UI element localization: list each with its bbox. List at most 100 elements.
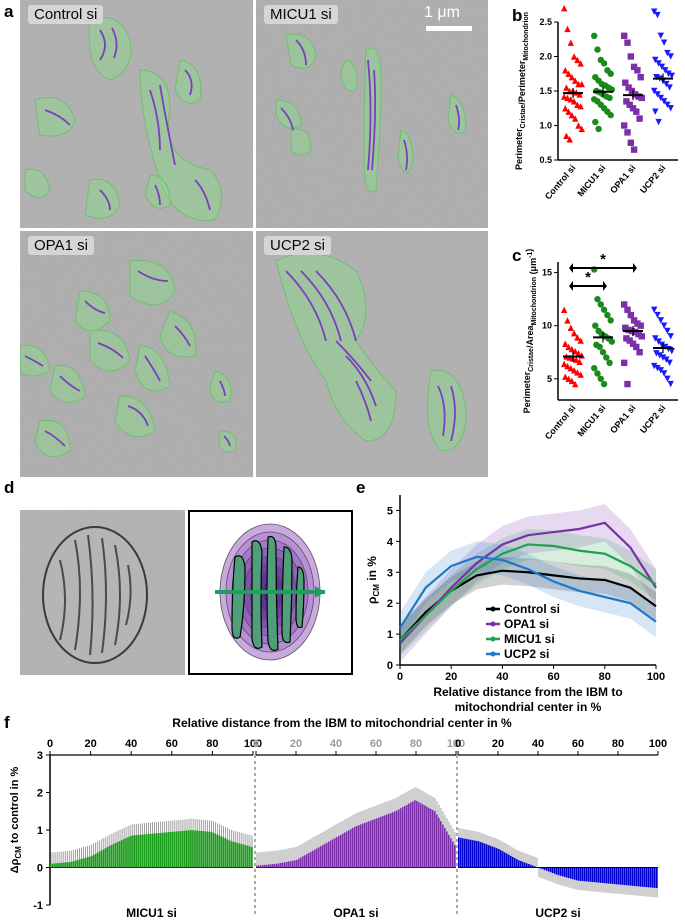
x-tick-label: 0 <box>397 671 403 683</box>
data-point <box>635 93 642 100</box>
bar <box>240 844 243 868</box>
data-point <box>624 306 631 313</box>
y-tick-label: 2 <box>37 788 43 800</box>
bar <box>582 867 584 882</box>
bar <box>406 804 408 868</box>
series-label: UCP2 si <box>535 906 580 920</box>
mitochondrion-schematic <box>188 510 353 675</box>
bar <box>530 864 532 868</box>
data-point <box>596 343 603 351</box>
em-micrograph-control <box>20 0 253 228</box>
data-point <box>567 364 574 372</box>
bar <box>584 867 586 882</box>
bar <box>546 867 548 871</box>
x-tick-label: 0 <box>47 738 53 750</box>
bar <box>498 848 500 868</box>
bar <box>622 867 624 885</box>
data-point <box>578 125 585 133</box>
data-point <box>576 358 583 365</box>
bar <box>360 824 362 868</box>
bar <box>121 839 123 868</box>
bar <box>90 856 93 868</box>
x-tick-label: 40 <box>496 671 508 683</box>
data-point <box>667 380 674 388</box>
bar <box>324 843 326 868</box>
bar <box>654 867 656 888</box>
legend-label: OPA1 si <box>504 617 549 631</box>
data-point <box>577 337 584 344</box>
x-tick-label: 40 <box>330 738 342 750</box>
bar <box>578 867 580 881</box>
bar <box>604 867 606 884</box>
em-micrograph-micu1 <box>256 0 488 228</box>
bar <box>492 846 494 868</box>
bar <box>432 810 434 868</box>
bar <box>194 830 196 868</box>
x-tick-label: 40 <box>532 738 544 750</box>
bar <box>644 867 646 887</box>
bar <box>310 851 312 868</box>
bar <box>236 842 239 868</box>
bar <box>452 841 454 868</box>
bar <box>454 845 456 868</box>
bar <box>504 852 506 868</box>
data-point <box>664 327 671 335</box>
bar <box>242 844 245 868</box>
panel-letter-d: d <box>4 478 15 497</box>
bar <box>618 867 620 885</box>
bar <box>426 806 428 868</box>
bar <box>163 832 166 868</box>
bar <box>183 830 186 868</box>
bar <box>157 833 160 868</box>
bar <box>216 834 219 868</box>
bar <box>290 861 292 868</box>
data-point <box>655 60 662 67</box>
bar <box>167 832 170 868</box>
bar <box>380 816 382 868</box>
bar <box>218 835 221 868</box>
y-tick-label: 1.0 <box>539 121 552 131</box>
bar <box>145 834 148 868</box>
significance-cap <box>633 263 637 273</box>
x-tick-label: 0 <box>455 738 461 750</box>
bar <box>155 833 158 868</box>
em-label-ucp2: UCP2 si <box>264 236 332 255</box>
data-point <box>578 80 585 88</box>
data-point <box>564 362 571 370</box>
bar <box>70 861 73 868</box>
bar <box>186 830 188 868</box>
x-tick-label: 60 <box>166 738 178 750</box>
bar <box>510 855 512 868</box>
bar <box>514 858 516 868</box>
bar <box>490 845 492 868</box>
data-point <box>664 375 671 382</box>
bar <box>500 850 502 868</box>
data-point <box>607 317 614 324</box>
bar <box>72 861 75 868</box>
em-label-control: Control si <box>28 5 104 24</box>
panel-letter-b: b <box>512 6 523 25</box>
data-point <box>657 317 664 324</box>
bar <box>516 859 518 868</box>
bar <box>606 867 608 884</box>
bar <box>430 808 432 868</box>
bar <box>384 815 386 868</box>
bar <box>56 863 58 868</box>
bar <box>352 827 354 868</box>
bar <box>256 865 258 868</box>
bar <box>153 833 156 868</box>
significance-star: * <box>585 269 591 286</box>
bar <box>127 837 129 868</box>
bar <box>362 823 364 868</box>
data-point <box>563 84 570 91</box>
bar <box>344 832 346 868</box>
bar <box>376 818 378 868</box>
panel-letter-c: c <box>512 246 522 265</box>
data-point <box>594 295 601 303</box>
data-point <box>606 359 613 367</box>
bar <box>64 862 66 868</box>
data-point <box>562 67 569 74</box>
bar <box>139 834 142 868</box>
bar <box>610 867 612 884</box>
